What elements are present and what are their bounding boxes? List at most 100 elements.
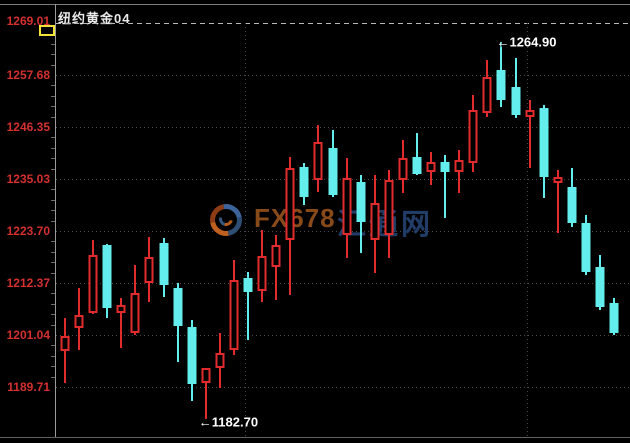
y-axis-minor-tick — [51, 304, 55, 305]
candle-wick — [204, 368, 207, 420]
candle-body-up — [384, 180, 394, 236]
vertical-session-gridline — [245, 23, 246, 437]
price-gridline — [56, 335, 630, 336]
candle-body-up — [313, 141, 323, 180]
y-axis-minor-tick — [51, 189, 55, 190]
price-gridline — [56, 387, 630, 388]
candle-body-up — [60, 336, 70, 352]
y-axis-minor-tick — [51, 273, 55, 274]
candle-body-up — [553, 176, 563, 184]
y-axis-minor-tick — [51, 148, 55, 149]
candle-wick — [275, 235, 278, 300]
y-axis-minor-tick — [51, 117, 55, 118]
y-axis-minor-tick — [51, 65, 55, 66]
y-axis-price-label: 1257.68 — [6, 68, 50, 82]
candle-body-up — [257, 256, 267, 292]
y-axis-minor-tick — [51, 345, 55, 346]
candle-body-up — [342, 178, 352, 236]
low-price-annotation: ←1182.70 — [198, 414, 259, 430]
y-axis-minor-tick — [51, 210, 55, 211]
top-border-line — [0, 4, 630, 5]
candle-body-up — [525, 109, 535, 118]
y-axis-minor-tick — [51, 96, 55, 97]
y-axis-minor-tick — [51, 200, 55, 201]
candle-body-down — [102, 245, 112, 309]
y-axis-minor-tick — [51, 293, 55, 294]
candle-body-up — [468, 109, 478, 164]
y-axis-price-label: 1223.70 — [6, 224, 50, 238]
candle-body-up — [144, 257, 154, 283]
candle-body-up — [74, 314, 84, 329]
candle-body-up — [88, 254, 98, 314]
watermark-site-name: 汇通网 — [337, 201, 433, 243]
candle-body-up — [130, 292, 140, 333]
candle-wick — [247, 271, 250, 341]
candle-body-down — [299, 167, 309, 197]
y-axis-minor-tick — [51, 241, 55, 242]
candle-body-up — [116, 304, 126, 314]
candle-body-up — [454, 159, 464, 173]
current-price-marker — [39, 25, 55, 36]
candle-body-down — [173, 287, 183, 326]
y-axis-line — [55, 4, 56, 438]
y-axis-price-label: 1235.03 — [6, 172, 50, 186]
high-price-annotation: ←1264.90 — [496, 34, 557, 50]
candle-body-up — [482, 77, 492, 113]
y-axis-minor-tick — [51, 85, 55, 86]
price-gridline — [56, 75, 630, 76]
y-axis-minor-tick — [51, 377, 55, 378]
candle-body-up — [285, 168, 295, 241]
y-axis-minor-tick — [51, 366, 55, 367]
candle-wick — [120, 297, 123, 348]
candle-body-down — [356, 181, 366, 222]
bottom-border-line — [0, 437, 630, 438]
y-axis-minor-tick — [51, 262, 55, 263]
price-gridline — [56, 283, 630, 284]
vertical-session-gridline — [527, 23, 528, 437]
candle-body-down — [511, 86, 521, 115]
candle-body-down — [159, 242, 169, 286]
y-axis-minor-tick — [51, 44, 55, 45]
y-axis-minor-tick — [51, 158, 55, 159]
y-axis-minor-tick — [51, 356, 55, 357]
candle-body-up — [201, 368, 211, 383]
y-axis-minor-tick — [51, 221, 55, 222]
candle-body-up — [426, 162, 436, 173]
y-axis-minor-tick — [51, 252, 55, 253]
candle-body-down — [328, 147, 338, 196]
candle-wick — [556, 169, 559, 234]
y-axis-price-label: 1189.71 — [7, 380, 50, 394]
y-axis-price-label: 1201.04 — [6, 328, 50, 342]
candle-body-up — [229, 280, 239, 350]
price-gridline — [56, 127, 630, 128]
y-axis-minor-tick — [51, 106, 55, 107]
y-axis-minor-tick — [51, 314, 55, 315]
candle-body-up — [271, 245, 281, 268]
chart-title: 纽约黄金04 — [58, 11, 131, 26]
candle-body-down — [595, 267, 605, 308]
candle-wick — [416, 133, 418, 175]
y-axis-minor-tick — [51, 169, 55, 170]
y-axis-price-label: 1246.35 — [6, 120, 50, 134]
candle-body-down — [567, 186, 577, 224]
candle-body-down — [412, 157, 422, 175]
candle-body-up — [215, 353, 225, 369]
y-axis-price-label: 1269.01 — [6, 14, 50, 28]
candle-wick — [444, 155, 447, 219]
candle-body-down — [581, 223, 591, 272]
y-axis-minor-tick — [51, 137, 55, 138]
candle-body-up — [370, 202, 380, 241]
y-axis-minor-tick — [51, 54, 55, 55]
current-price-dashed-line — [56, 23, 630, 24]
candle-body-down — [496, 69, 506, 101]
candle-wick — [528, 100, 531, 169]
candle-body-down — [187, 326, 197, 385]
plot-area[interactable] — [56, 5, 630, 437]
y-axis-price-label: 1212.37 — [6, 276, 50, 290]
candle-body-down — [440, 162, 450, 173]
candle-body-down — [609, 303, 619, 333]
y-axis-minor-tick — [51, 325, 55, 326]
candle-body-up — [398, 157, 408, 180]
candle-body-down — [243, 277, 253, 292]
